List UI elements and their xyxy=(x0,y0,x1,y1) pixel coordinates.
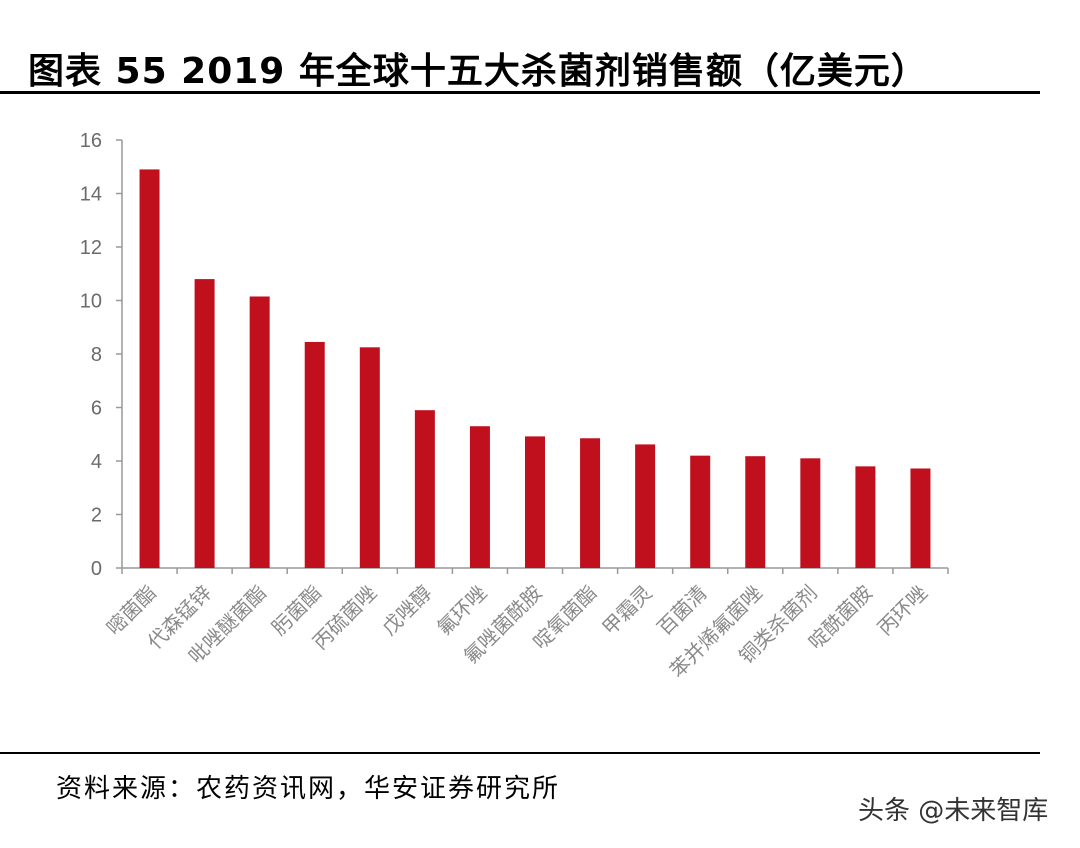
y-tick-label: 6 xyxy=(91,398,102,420)
bar xyxy=(690,455,711,568)
bar xyxy=(469,426,490,568)
bar xyxy=(525,436,545,568)
bar xyxy=(910,468,931,568)
bar xyxy=(249,296,270,568)
category-label: 甲霜灵 xyxy=(597,581,656,640)
y-tick-label: 14 xyxy=(80,184,102,206)
y-tick-label: 10 xyxy=(80,291,102,313)
bar xyxy=(855,466,876,568)
title-divider xyxy=(0,91,1040,94)
bar xyxy=(745,456,766,568)
category-label: 丙环唑 xyxy=(873,581,932,640)
chart-title: 图表 55 2019 年全球十五大杀菌剂销售额（亿美元） xyxy=(28,51,928,92)
bar xyxy=(635,444,656,568)
y-tick-label: 8 xyxy=(91,344,102,366)
bar xyxy=(580,438,601,568)
bar xyxy=(139,169,160,569)
bar-chart: 0 2 4 6 8 10 12 14 16 嘧菌酯代森锰锌吡唑醚菌酯肟菌酯丙硫菌唑戊唑醇氟环唑氟… xyxy=(80,130,949,683)
y-tick-label: 12 xyxy=(80,237,102,259)
y-tick-label: 4 xyxy=(91,451,102,473)
bar xyxy=(359,347,380,568)
bar xyxy=(800,458,821,568)
chart-bars xyxy=(139,169,931,569)
footer-divider xyxy=(0,752,1040,754)
y-tick-label: 0 xyxy=(91,558,102,580)
bar xyxy=(414,410,435,568)
y-tick-label: 16 xyxy=(80,130,102,152)
source-note: 资料来源：农药资讯网，华安证券研究所 xyxy=(56,774,561,804)
y-tick-label: 2 xyxy=(91,505,102,527)
watermark: 头条 @未来智库 xyxy=(858,796,1049,826)
chart-labels: 嘧菌酯代森锰锌吡唑醚菌酯肟菌酯丙硫菌唑戊唑醇氟环唑氟唑菌酰胺啶氧菌酯甲霜灵百菌清… xyxy=(102,581,932,683)
bar xyxy=(304,341,325,568)
category-label: 戊唑醇 xyxy=(377,581,436,640)
bar xyxy=(194,279,215,568)
